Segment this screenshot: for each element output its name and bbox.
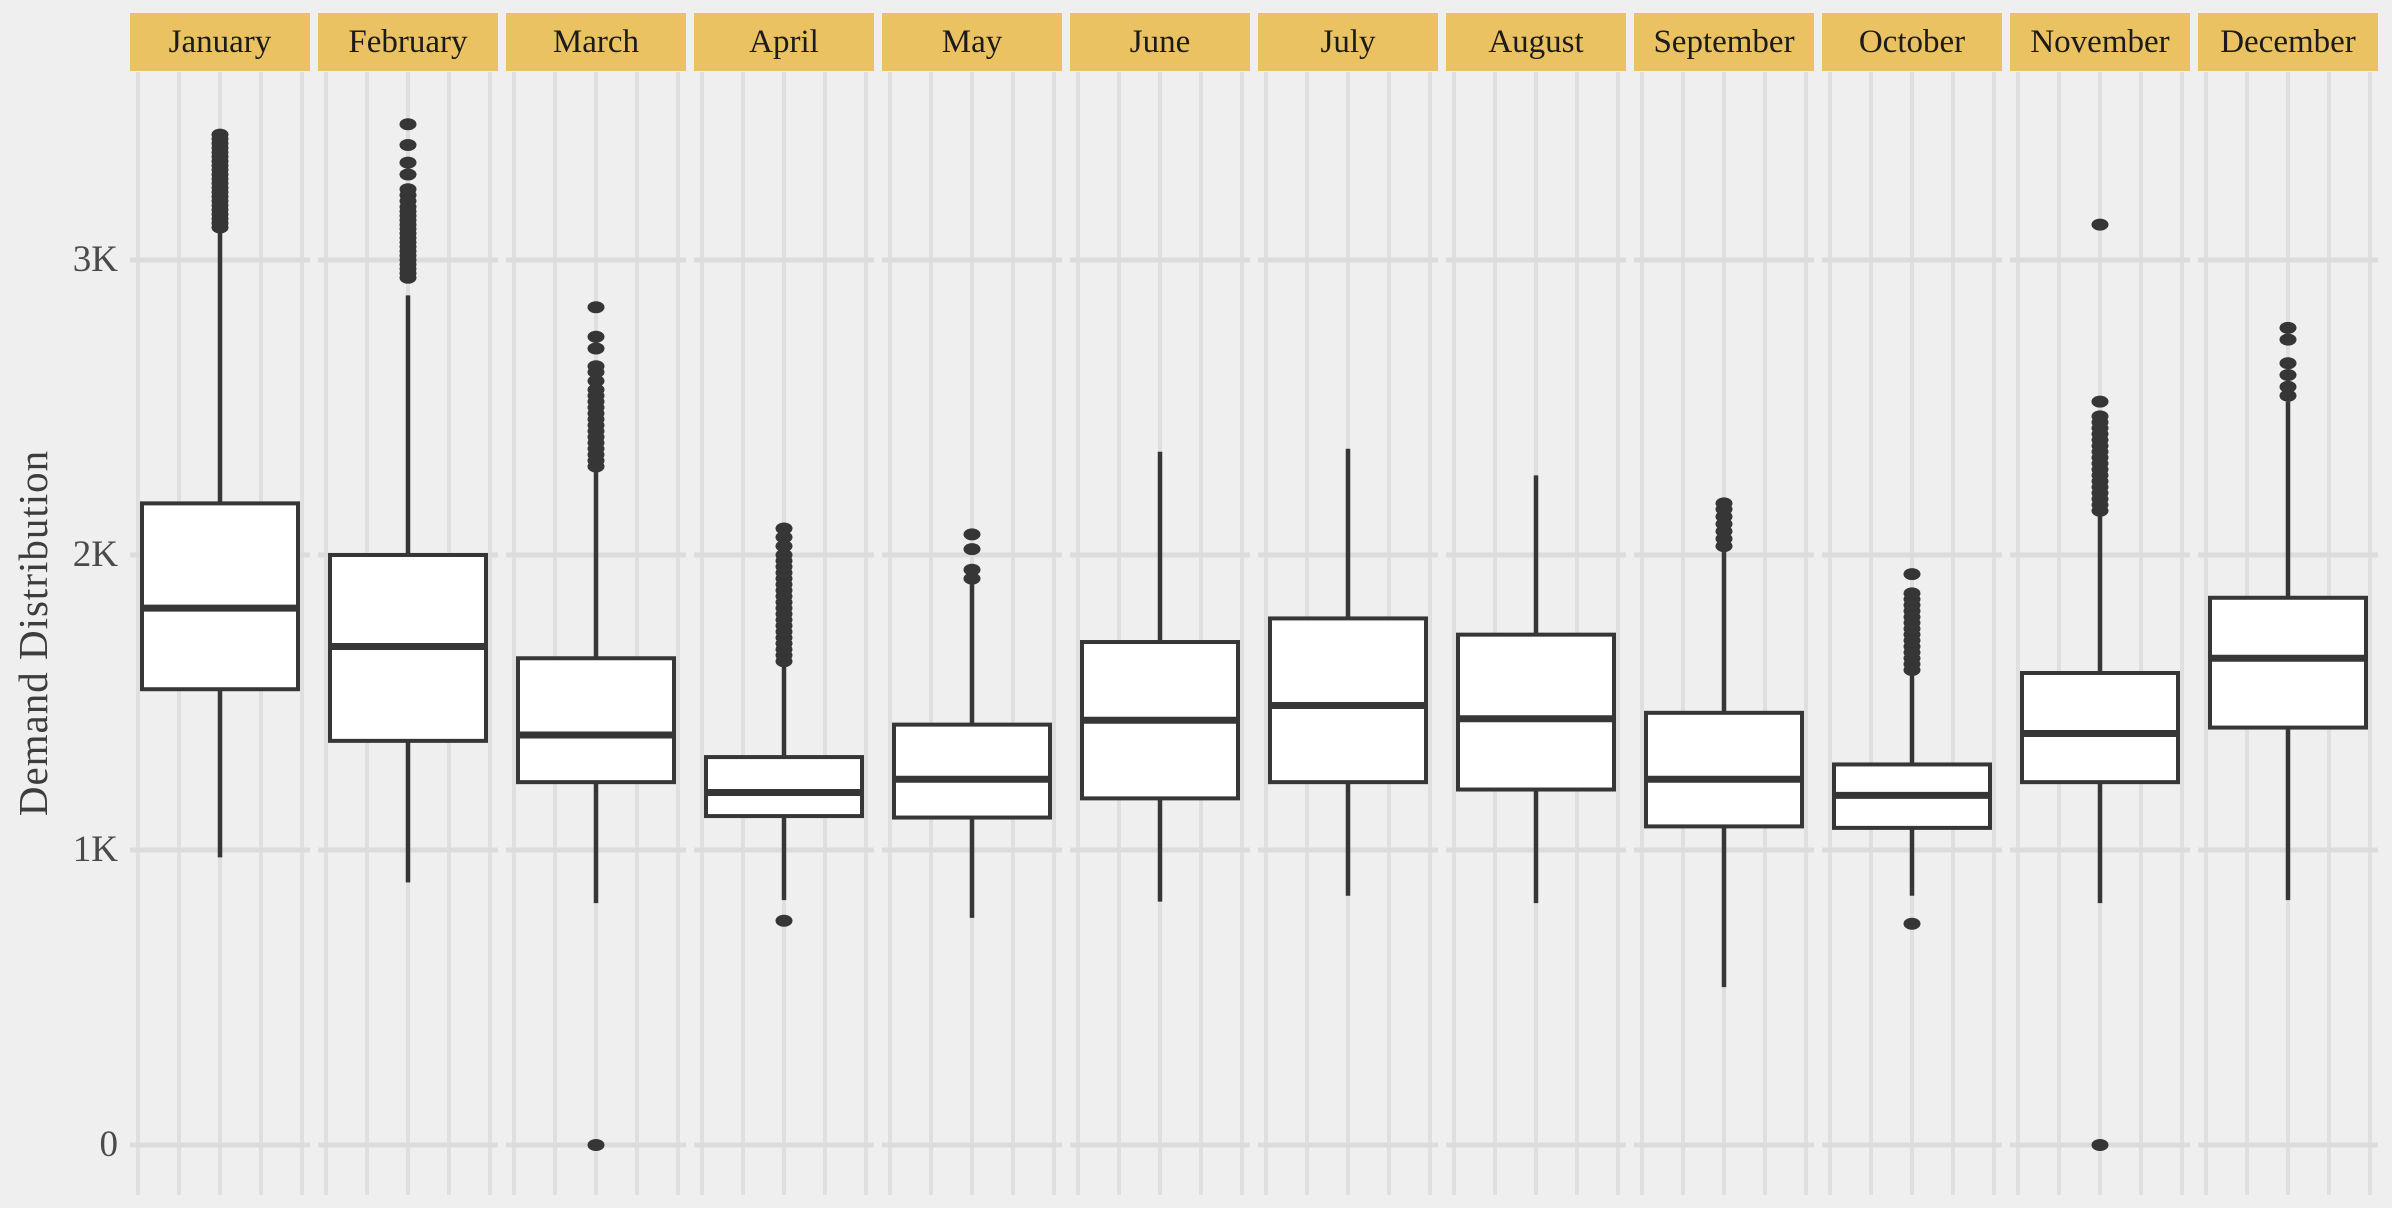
boxplot-august[interactable]: [1456, 475, 1616, 904]
boxplot-march[interactable]: [516, 301, 676, 1151]
boxplot-may[interactable]: [892, 528, 1052, 918]
boxplot-september[interactable]: [1644, 497, 1804, 988]
boxplot-june[interactable]: [1080, 451, 1240, 902]
outlier-dot[interactable]: [587, 301, 605, 314]
outlier-dot[interactable]: [775, 914, 793, 927]
outlier-dot[interactable]: [775, 540, 793, 553]
outlier-dot[interactable]: [587, 383, 605, 396]
outlier-dot[interactable]: [399, 168, 417, 181]
y-axis-tick-0: 0: [99, 1124, 119, 1165]
facet-header-august: August: [1446, 13, 1626, 71]
outlier-dot[interactable]: [587, 342, 605, 355]
outlier-dot[interactable]: [1903, 568, 1921, 581]
boxplot-november[interactable]: [2020, 218, 2180, 1151]
outlier-dot[interactable]: [587, 374, 605, 387]
iqr-box[interactable]: [140, 501, 300, 692]
outlier-dot[interactable]: [2091, 410, 2109, 423]
facet-header-january: January: [130, 13, 310, 71]
outlier-dot[interactable]: [2279, 321, 2297, 334]
outlier-dot[interactable]: [399, 183, 417, 196]
facet-header-november: November: [2010, 13, 2190, 71]
outlier-dot[interactable]: [2279, 333, 2297, 346]
iqr-box[interactable]: [516, 656, 676, 785]
outlier-dot[interactable]: [2279, 389, 2297, 402]
iqr-box[interactable]: [1268, 616, 1428, 785]
y-axis-tick-1k: 1K: [72, 829, 118, 870]
outlier-dot[interactable]: [587, 330, 605, 343]
boxplot-april[interactable]: [704, 522, 864, 927]
outlier-dot[interactable]: [1715, 497, 1733, 510]
outlier-dot[interactable]: [963, 563, 981, 576]
facet-header-may: May: [882, 13, 1062, 71]
facet-header-september: September: [1634, 13, 1814, 71]
outlier-dot[interactable]: [963, 528, 981, 541]
boxplot-october[interactable]: [1832, 568, 1992, 930]
y-axis-title: Demand Distribution: [10, 449, 56, 817]
outlier-dot[interactable]: [775, 531, 793, 544]
facet-header-june: June: [1070, 13, 1250, 71]
outlier-dot[interactable]: [399, 138, 417, 151]
iqr-box[interactable]: [1456, 632, 1616, 792]
outlier-dot[interactable]: [2279, 357, 2297, 370]
facet-header-march: March: [506, 13, 686, 71]
boxplot-february[interactable]: [328, 118, 488, 883]
iqr-box[interactable]: [2020, 671, 2180, 785]
outlier-dot[interactable]: [2091, 395, 2109, 408]
outlier-dot[interactable]: [2279, 369, 2297, 382]
y-axis-tick-3k: 3K: [72, 239, 118, 280]
y-axis-tick-2k: 2K: [72, 534, 118, 575]
facet-header-february: February: [318, 13, 498, 71]
boxplot-december[interactable]: [2208, 321, 2368, 901]
outlier-dot[interactable]: [587, 360, 605, 373]
facet-header-april: April: [694, 13, 874, 71]
boxplot-january[interactable]: [140, 128, 300, 858]
outlier-dot[interactable]: [2091, 1139, 2109, 1151]
facet-header-october: October: [1822, 13, 2002, 71]
facet-header-december: December: [2198, 13, 2378, 71]
outlier-dot[interactable]: [2091, 218, 2109, 231]
outlier-dot[interactable]: [963, 572, 981, 585]
iqr-box[interactable]: [1644, 710, 1804, 829]
iqr-box[interactable]: [892, 722, 1052, 820]
outlier-dot[interactable]: [963, 543, 981, 556]
facet-header-july: July: [1258, 13, 1438, 71]
outlier-dot[interactable]: [1903, 587, 1921, 600]
outlier-dot[interactable]: [775, 549, 793, 561]
outlier-dot[interactable]: [399, 156, 417, 169]
outlier-dot[interactable]: [1903, 917, 1921, 930]
iqr-box[interactable]: [2208, 595, 2368, 730]
iqr-box[interactable]: [704, 755, 864, 819]
outlier-dot[interactable]: [775, 522, 793, 535]
outlier-dot[interactable]: [399, 118, 417, 131]
outlier-dot[interactable]: [587, 1139, 605, 1151]
outlier-dot[interactable]: [2279, 380, 2297, 393]
boxplot-july[interactable]: [1268, 448, 1428, 896]
outlier-dot[interactable]: [211, 128, 229, 141]
